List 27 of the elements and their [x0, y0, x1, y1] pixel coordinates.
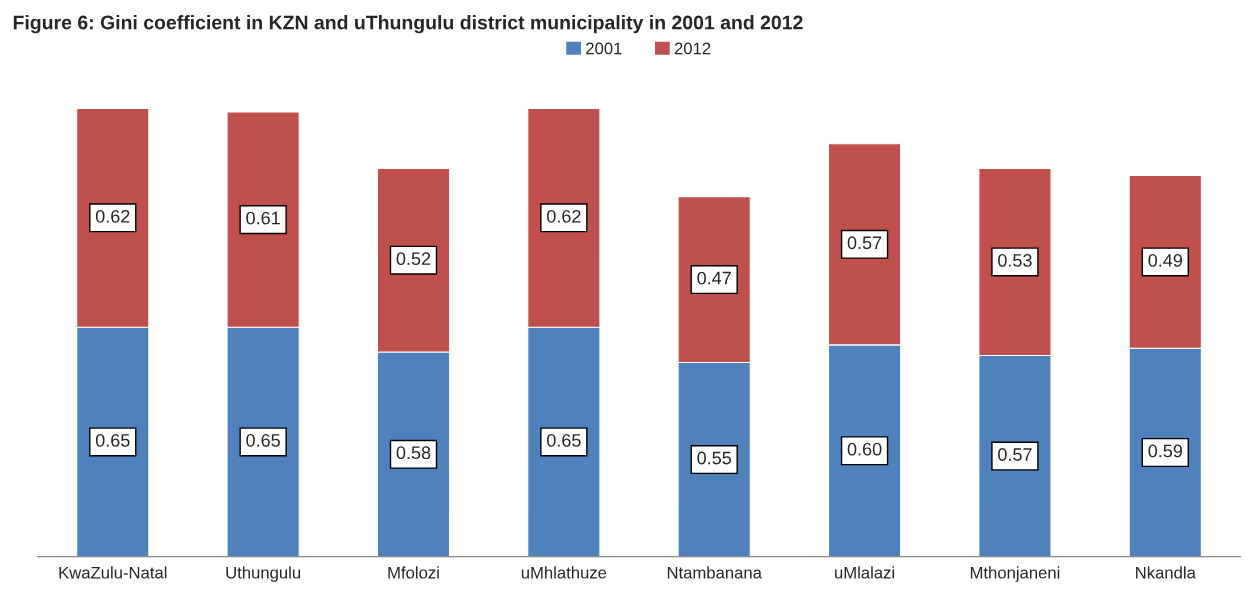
data-label: 0.61 [246, 211, 280, 225]
data-label: 0.57 [998, 448, 1032, 461]
data-label: 0.52 [396, 252, 431, 266]
data-label: 0.47 [697, 271, 731, 285]
data-label: 0.62 [95, 209, 130, 223]
data-label: 0.65 [546, 433, 581, 447]
data-label: 0.53 [998, 254, 1032, 267]
legend-label: 2012 [674, 42, 711, 55]
data-label: 0.58 [396, 446, 431, 460]
x-tick-label: Mthonjaneni [970, 566, 1060, 582]
data-label: 0.57 [847, 236, 882, 250]
x-tick-label: Uthungulu [226, 566, 301, 582]
x-tick-label: Ntambanana [667, 566, 762, 579]
data-label: 0.55 [697, 451, 732, 465]
data-label: 0.65 [246, 433, 280, 447]
x-tick-label: KwaZulu-Natal [59, 566, 167, 579]
chart-title: Figure 6: Gini coefficient in KZN and uThungulu district municipality in 2001 and 2012 [13, 15, 803, 34]
x-tick-label: uMhlathuze [521, 566, 607, 579]
data-label: 0.62 [546, 209, 581, 223]
x-tick-label: uMlalazi [835, 566, 895, 579]
legend-label: 2001 [586, 42, 622, 55]
data-label: 0.49 [1148, 254, 1183, 267]
data-label: 0.60 [847, 442, 882, 456]
x-tick-label: Nkandla [1136, 566, 1196, 579]
data-label: 0.59 [1148, 444, 1183, 458]
x-tick-label: Mfolozi [388, 566, 439, 579]
data-label: 0.65 [95, 433, 130, 447]
